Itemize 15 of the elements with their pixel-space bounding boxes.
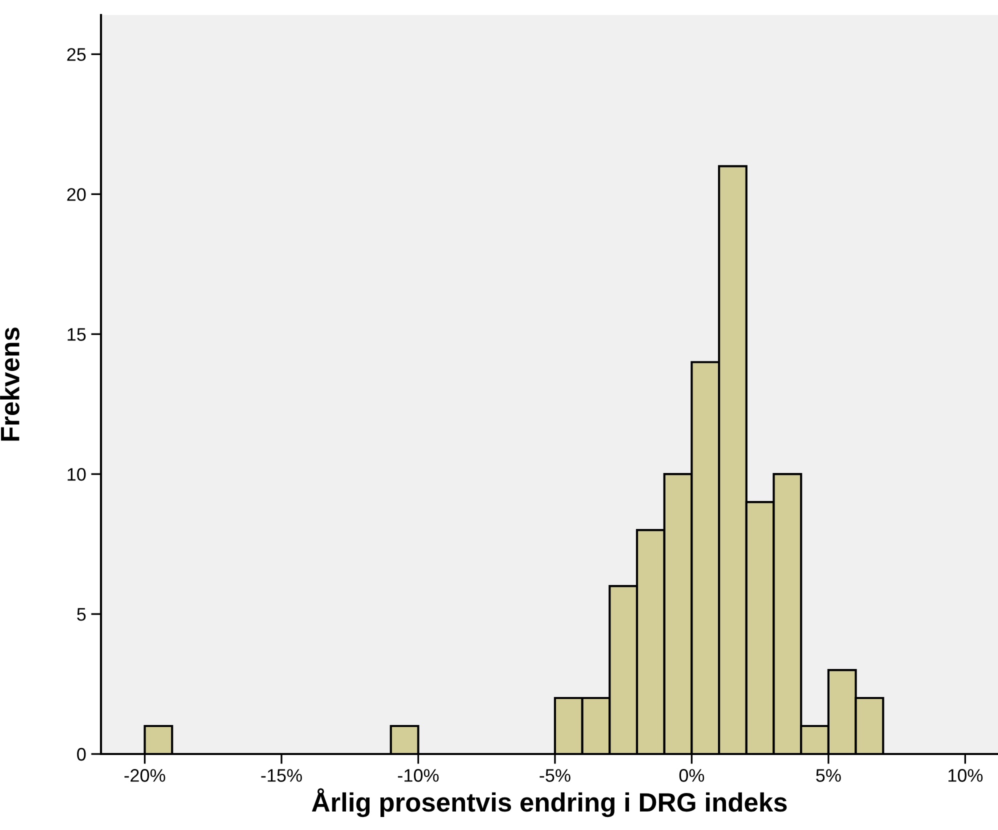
y-tick-label: 25: [67, 48, 86, 61]
x-tick-label: -20%: [124, 769, 166, 782]
x-tick-label: 0%: [679, 769, 704, 782]
x-axis-title: Årlig prosentvis endring i DRG indeks: [312, 788, 787, 818]
x-tick-label: -10%: [398, 769, 439, 782]
y-axis-title: Frekvens: [0, 328, 20, 441]
y-tick-label: 15: [68, 328, 86, 341]
x-tick-label: -5%: [540, 769, 570, 782]
y-tick-label: 10: [68, 468, 86, 481]
x-tick-label: 10%: [948, 769, 983, 782]
y-tick-label: 0: [77, 748, 86, 761]
x-tick-label: -15%: [261, 769, 302, 782]
y-tick-label: 20: [67, 188, 86, 201]
x-tick-label: 5%: [816, 769, 841, 782]
y-tick-label: 5: [77, 608, 86, 621]
